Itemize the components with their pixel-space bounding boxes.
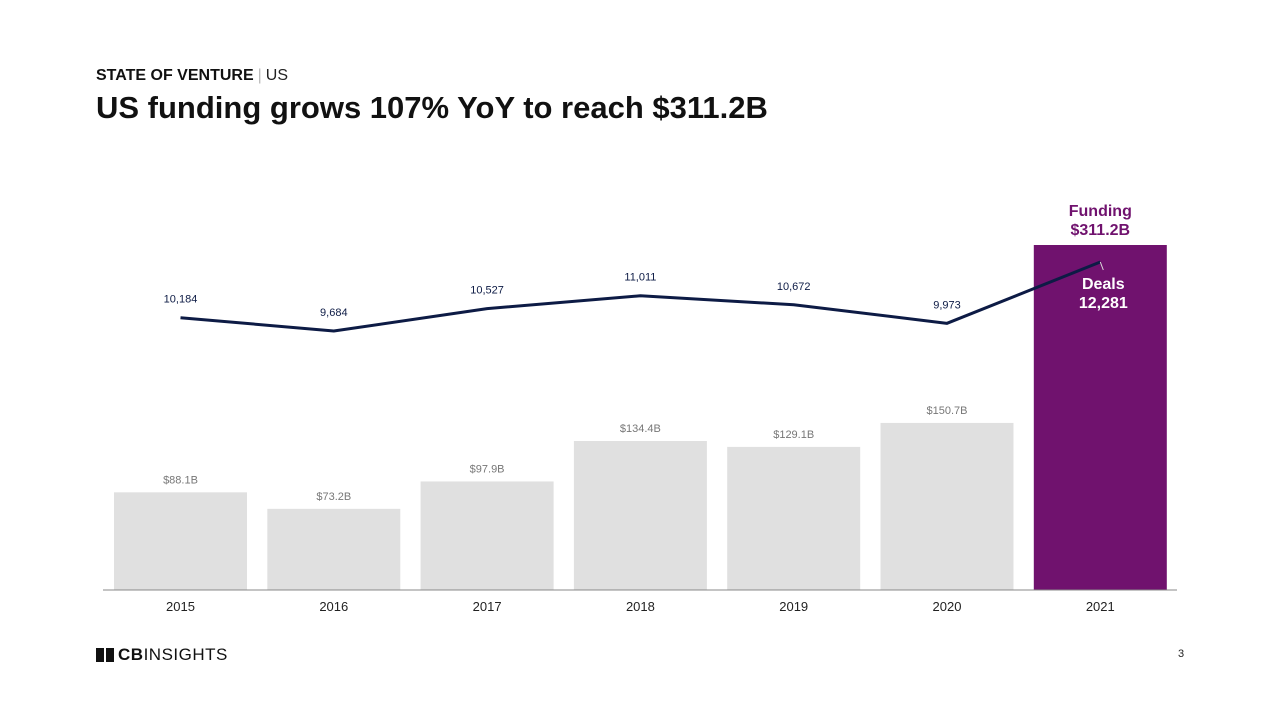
- bar-2021: [1033, 245, 1167, 590]
- deals-label-2017: 10,527: [470, 285, 504, 297]
- cb-insights-logo: CB INSIGHTS: [96, 645, 228, 665]
- x-tick-2020: 2020: [933, 599, 962, 614]
- bar-label-2019: $129.1B: [773, 429, 814, 441]
- bar-2020: [880, 422, 1014, 590]
- logo-icon: [96, 648, 114, 662]
- kicker-region: US: [265, 67, 289, 84]
- bar-label-2015: $88.1B: [163, 474, 198, 486]
- deals-label-2018: 11,011: [624, 272, 656, 284]
- kicker: STATE OF VENTURE | US: [96, 67, 288, 85]
- deals-label-2019: 10,672: [777, 281, 811, 293]
- deals-callout-leader: [1099, 261, 1104, 271]
- x-tick-2015: 2015: [166, 599, 195, 614]
- bar-label-2020: $150.7B: [927, 405, 968, 417]
- logo-text-a: CB: [118, 645, 144, 664]
- kicker-text: STATE OF VENTURE: [96, 67, 254, 84]
- page-number: 3: [1178, 648, 1185, 660]
- bar-2018: [573, 441, 707, 590]
- x-tick-2017: 2017: [473, 599, 502, 614]
- deals-callout-value: 12,281: [1079, 295, 1128, 312]
- deals-label-2016: 9,684: [320, 307, 348, 319]
- bar-label-2018: $134.4B: [620, 423, 661, 435]
- deals-label-2020: 9,973: [933, 299, 961, 311]
- bar-2017: [420, 481, 554, 590]
- logo-text-b: INSIGHTS: [143, 645, 228, 664]
- deals-label-2015: 10,184: [164, 294, 198, 306]
- bar-label-2016: $73.2B: [316, 491, 351, 503]
- bar-2015: [114, 492, 247, 590]
- divider: |: [257, 67, 262, 84]
- funding-callout-value: $311.2B: [1070, 222, 1130, 239]
- deals-line: [180, 260, 1101, 333]
- bar-label-2017: $97.9B: [470, 463, 505, 475]
- deals-callout-label: Deals: [1082, 276, 1125, 293]
- x-tick-2021: 2021: [1086, 599, 1115, 614]
- funding-callout-label: Funding: [1069, 203, 1132, 220]
- x-tick-2018: 2018: [626, 599, 655, 614]
- x-tick-2016: 2016: [319, 599, 348, 614]
- x-tick-2019: 2019: [779, 599, 808, 614]
- bar-2019: [727, 446, 861, 590]
- page-title: US funding grows 107% YoY to reach $311.…: [96, 90, 768, 125]
- bar-2016: [267, 508, 401, 590]
